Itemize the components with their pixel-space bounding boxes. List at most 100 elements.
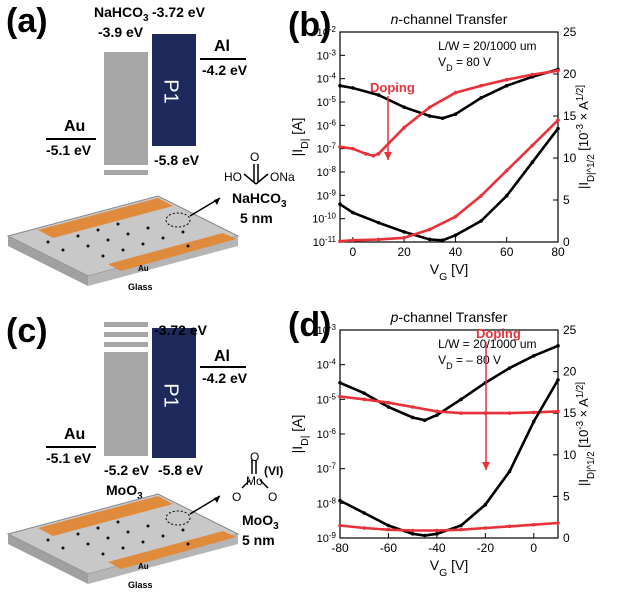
mol-o-a: O [250, 150, 260, 164]
mol-vi-c: (VI) [264, 464, 284, 478]
series-2-point [556, 126, 560, 131]
series-1-point [410, 405, 415, 409]
nahco3-molecule-icon [243, 164, 269, 185]
au-label-c: Au [64, 426, 86, 443]
chart-title: n-channel Transfer [391, 11, 508, 27]
y-right-tick-label: 10 [563, 151, 577, 165]
series-0-point [376, 93, 381, 97]
y-left-tick-label: 10-8 [317, 165, 337, 180]
series-0-point [338, 83, 342, 88]
y-left-axis-label: |ID| [A] [289, 118, 311, 157]
series-3-point [507, 524, 512, 529]
series-3-point [556, 521, 560, 525]
mol-o-top-c: O [250, 450, 260, 464]
au-wf-a: -5.1 eV [46, 142, 92, 158]
y-right-tick-label: 15 [563, 406, 577, 420]
y-left-tick-label: 10-10 [312, 211, 336, 226]
y-right-tick-label: 5 [563, 193, 570, 207]
y-left-tick-label: 10-6 [317, 118, 337, 133]
y-right-axis-label: |ID|^1/2 [10-3 × A1/2] [575, 382, 597, 486]
series-1-point [504, 77, 509, 82]
au-level-a [46, 138, 96, 140]
series-1-point [376, 152, 381, 156]
mol-o-right-c: O [268, 490, 278, 504]
chart-b: (b) n-channel Transfer 0 20 40 60 80 10-11 10-10… [288, 6, 597, 283]
p1-homo-c: -5.8 eV [158, 462, 204, 478]
p1-label-a: P1 [159, 79, 182, 104]
y-right-axis-label: |ID|^1/2 [10-3 × A1/2] [575, 85, 597, 189]
au-label-a: Au [64, 118, 86, 135]
series-3-point [427, 227, 432, 232]
series-0-point [453, 112, 458, 117]
series-3-point [402, 236, 406, 240]
al-wf-a: -4.2 eV [202, 62, 248, 78]
series-0-point [556, 344, 560, 348]
series-1-point [362, 397, 367, 402]
mol-name-a: NaHCO3 [232, 190, 287, 210]
series-0-point [479, 96, 483, 100]
doping-arrow-head [384, 152, 392, 160]
series-0-point [351, 86, 355, 90]
mol-mo-c: Mo [246, 474, 263, 488]
device-a-illustration [6, 195, 240, 286]
series-3-point [435, 528, 439, 533]
series-1-point [530, 72, 535, 77]
series-0-point [402, 105, 406, 109]
series-1-point [531, 410, 536, 415]
plot-frame [339, 31, 559, 243]
nahco3-bar [104, 52, 148, 164]
moo3-gap-bar-2 [104, 332, 148, 337]
mol-name-a-sub: 3 [281, 198, 287, 210]
y-left-tick-label: 10-5 [317, 95, 337, 110]
y-left-tick-label: 10-6 [317, 427, 337, 442]
nahco3-gap-bar-1 [104, 150, 148, 155]
y-left-axis-label: |ID| [A] [289, 415, 311, 454]
au-wf-c: -5.1 eV [46, 450, 92, 466]
x-tick-label: -80 [331, 541, 349, 555]
nahco3-wf: -3.9 eV [98, 24, 144, 40]
glass-label-c: Glass [128, 580, 153, 590]
series-0-point [422, 418, 427, 423]
panel-label: (b) [288, 6, 331, 44]
series-0-point [440, 116, 445, 121]
series-2-point [435, 532, 439, 536]
series-3-point [504, 168, 509, 173]
p1-homo-a: -5.8 eV [154, 152, 200, 168]
series-3-point [556, 118, 560, 122]
moo3-bar [104, 352, 148, 456]
x-axis-label: VG [V] [430, 261, 469, 283]
mol-ona-a: ONa [270, 170, 295, 184]
nahco3-label: NaHCO3 [94, 4, 149, 24]
al-level-c [200, 366, 246, 368]
series-2-point [338, 202, 342, 206]
series-0-point [410, 415, 415, 420]
series-0-point [507, 366, 512, 370]
series-1-point [453, 90, 458, 95]
series-0-line [339, 344, 559, 422]
annotation-vd: VD = 80 V [438, 55, 491, 73]
series-2-point [483, 502, 488, 507]
y-left-tick-label: 10-7 [317, 461, 337, 476]
series-2-line [339, 127, 560, 242]
y-left-tick-label: 10-4 [317, 357, 337, 372]
x-tick-label: 20 [397, 245, 411, 259]
moo3-label: MoO3 [106, 482, 143, 502]
series-1-point [371, 153, 376, 158]
x-tick-label: 60 [500, 245, 514, 259]
y-right-tick-label: 20 [563, 365, 577, 379]
x-tick-label: 40 [449, 245, 463, 259]
series-2-point [530, 160, 535, 164]
series-0-point [427, 114, 432, 118]
series-3-point [376, 237, 381, 242]
series-2-point [507, 469, 512, 474]
chart-d: (d) p-channel Transfer -80 -60 -40 -20 0 10-9 10… [288, 306, 597, 579]
series-1-point [459, 411, 463, 415]
moo3-sub: 3 [137, 490, 143, 502]
annotation-lw: L/W = 20/1000 um [438, 337, 536, 351]
au-level-c [46, 446, 96, 448]
series-2-point [504, 194, 509, 198]
series-0-point [531, 354, 536, 358]
y-right-tick-label: 15 [563, 109, 577, 123]
moo3-molecule-icon [241, 460, 269, 489]
mol-name-c-sub: 3 [273, 520, 279, 532]
